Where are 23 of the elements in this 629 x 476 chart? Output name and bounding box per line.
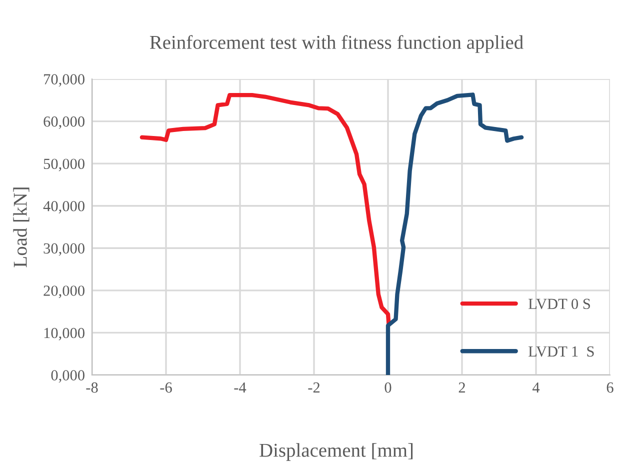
y-tick-label: 60,000 [44,116,84,129]
x-tick-label: -2 [308,382,320,393]
chart-title: Reinforcement test with fitness function applied [150,35,524,53]
x-tick-label: 6 [606,382,614,393]
y-axis-title: Load [kN] [13,188,30,268]
y-tick-label: 70,000 [44,74,84,87]
y-tick-label: 30,000 [44,243,84,256]
y-tick-label: 10,000 [44,328,84,340]
x-tick-label: 2 [458,382,465,393]
x-tick-label: -6 [160,382,172,393]
legend-label: LVDT 1 S [528,346,594,357]
x-axis-title: Displacement [mm] [260,443,413,461]
x-tick-label: 0 [384,382,392,393]
line-series [140,92,391,326]
x-tick-label: -4 [234,382,246,393]
y-tick-label: 40,000 [43,201,84,214]
y-tick-label: 50,000 [44,158,84,172]
line-series [386,92,524,375]
y-tick-label: 20,000 [44,286,84,298]
legend-label: LVDT 0 S [528,298,590,310]
x-tick-label: -8 [86,382,98,393]
x-tick-label: 4 [532,382,540,393]
y-tick-label: 0,000 [51,370,84,383]
